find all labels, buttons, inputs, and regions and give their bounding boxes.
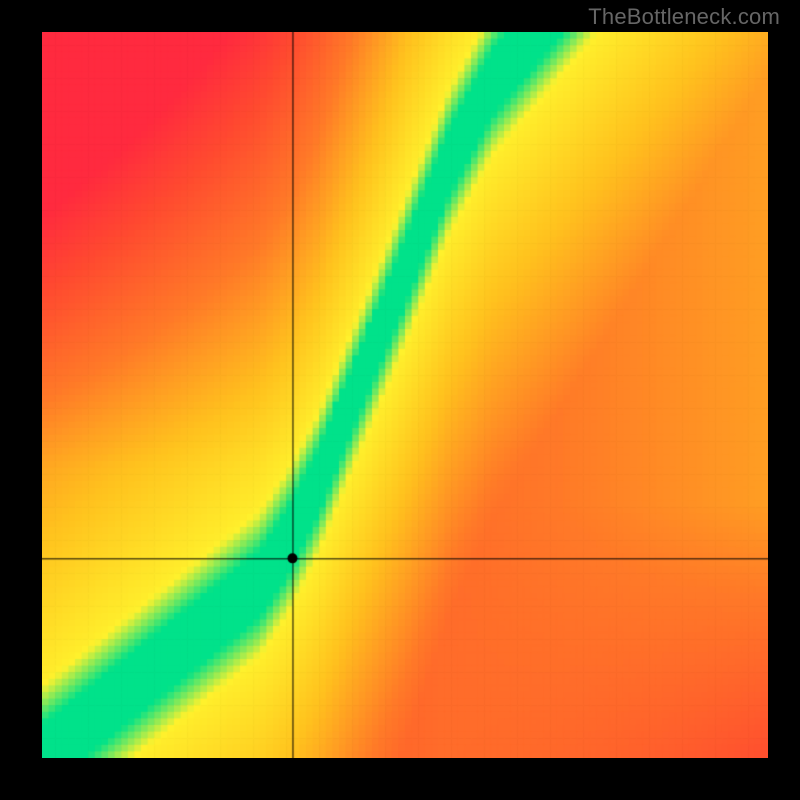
watermark-text: TheBottleneck.com: [588, 4, 780, 30]
bottleneck-heatmap: [42, 32, 768, 758]
chart-container: TheBottleneck.com: [0, 0, 800, 800]
